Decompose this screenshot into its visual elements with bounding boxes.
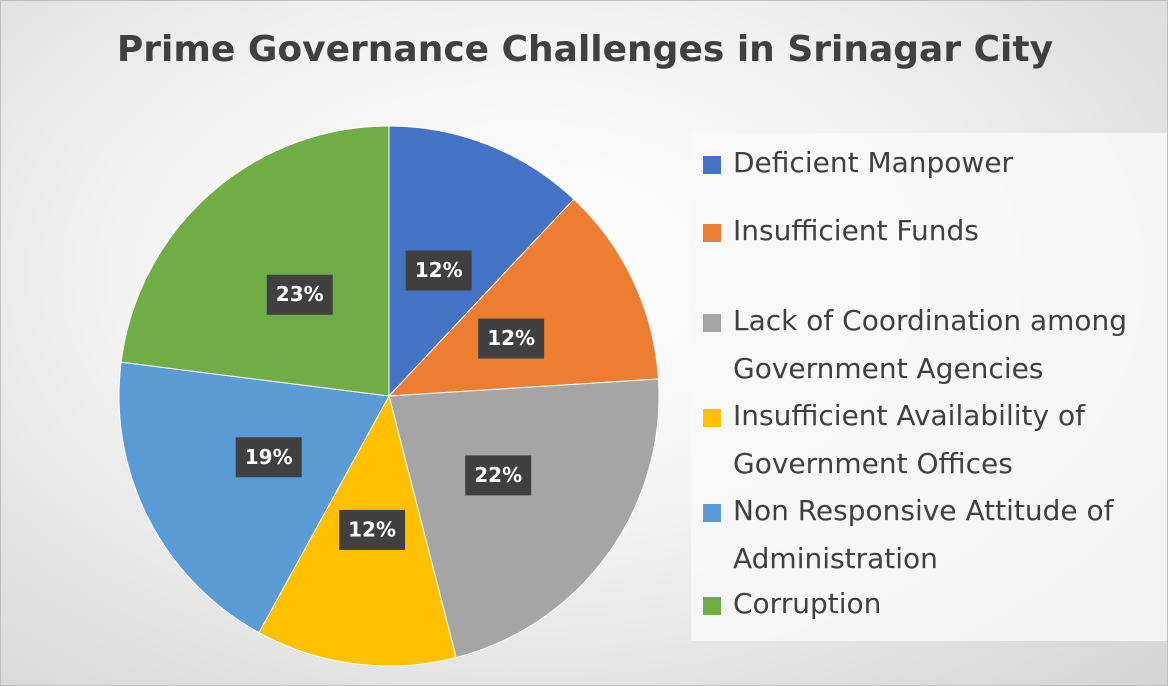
legend-label: Corruption bbox=[733, 587, 882, 620]
legend: Deficient Manpower Insufficient Funds Lack… bbox=[691, 133, 1167, 641]
data-label-box bbox=[478, 318, 545, 359]
legend-item: Deficient Manpower bbox=[697, 139, 1167, 187]
data-label: 12% bbox=[487, 326, 535, 350]
data-label: 22% bbox=[474, 463, 522, 487]
legend-label: Insufficient Availability of Government … bbox=[733, 399, 1085, 480]
chart-title: Prime Governance Challenges in Srinagar … bbox=[117, 29, 1053, 70]
legend-swatch bbox=[703, 156, 721, 174]
legend-label: Lack of Coordination among Government Ag… bbox=[733, 304, 1128, 385]
data-label-box bbox=[235, 437, 302, 478]
legend-item: Corruption bbox=[697, 580, 1167, 628]
data-label-box bbox=[465, 455, 532, 496]
legend-swatch bbox=[703, 409, 721, 427]
legend-item: Non Responsive Attitude of Administratio… bbox=[697, 487, 1167, 583]
legend-label: Deficient Manpower bbox=[733, 146, 1014, 179]
data-label-box bbox=[266, 274, 333, 315]
data-label: 19% bbox=[245, 445, 293, 469]
pie-slice bbox=[388, 378, 660, 659]
legend-swatch bbox=[703, 597, 721, 615]
legend-label: Insufficient Funds bbox=[733, 214, 979, 247]
data-label-box bbox=[405, 250, 472, 291]
legend-swatch bbox=[703, 224, 721, 242]
data-label: 12% bbox=[415, 258, 463, 282]
legend-label: Non Responsive Attitude of Administratio… bbox=[733, 494, 1114, 575]
data-label: 23% bbox=[276, 282, 324, 306]
pie-slice bbox=[120, 125, 390, 397]
legend-item: Insufficient Funds bbox=[697, 207, 1167, 255]
data-label-box bbox=[339, 509, 406, 550]
legend-swatch bbox=[703, 314, 721, 332]
pie-slice bbox=[387, 198, 659, 397]
legend-item: Insufficient Availability of Government … bbox=[697, 392, 1167, 488]
legend-swatch bbox=[703, 504, 721, 522]
legend-item: Lack of Coordination among Government Ag… bbox=[697, 297, 1167, 393]
data-label: 12% bbox=[348, 517, 396, 541]
pie-slice bbox=[118, 361, 390, 634]
pie-slice bbox=[388, 125, 575, 398]
